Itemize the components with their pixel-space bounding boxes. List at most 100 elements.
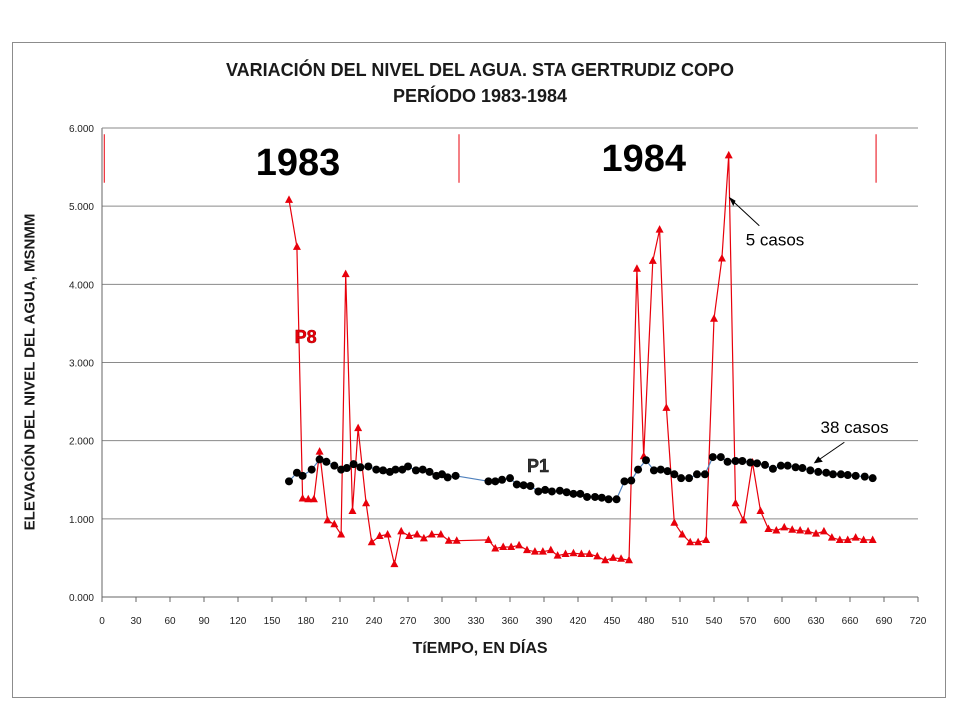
data-point-p8 (827, 533, 836, 541)
data-point-p8 (330, 519, 339, 528)
data-point-p1 (716, 453, 725, 462)
data-point-p8 (427, 529, 436, 538)
data-point-p1 (364, 462, 373, 471)
y-tick-label: 1.000 (69, 515, 94, 526)
data-point-p1 (627, 476, 636, 485)
data-point-p1 (798, 464, 807, 473)
x-tick-label: 390 (536, 616, 553, 627)
data-point-p1 (783, 461, 792, 470)
data-point-p8 (702, 535, 711, 543)
data-point-p8 (710, 314, 718, 322)
year-label: 1983 (256, 142, 341, 184)
data-point-p8 (617, 554, 626, 562)
data-point-p8 (507, 542, 516, 550)
y-tick-label: 6.000 (69, 124, 94, 135)
x-tick-label: 240 (366, 616, 383, 627)
data-point-p8 (835, 535, 844, 543)
chart-title: VARIACIÓN DEL NIVEL DEL AGUA. STA GERTRU… (225, 60, 735, 80)
data-point-p1 (307, 465, 316, 474)
y-tick-label: 5.000 (69, 202, 94, 213)
year-label: 1984 (601, 138, 686, 180)
x-tick-label: 120 (230, 616, 247, 627)
data-point-p1 (700, 470, 709, 479)
data-point-p8 (362, 498, 371, 507)
data-point-p1 (851, 471, 860, 480)
chart-subtitle: PERÍODO 1983-1984 (392, 86, 568, 106)
data-point-p1 (761, 460, 769, 469)
data-point-p8 (405, 531, 414, 540)
x-tick-label: 180 (298, 616, 315, 627)
data-point-p1 (425, 467, 434, 476)
annotation-5-casos: 5 casos (746, 230, 805, 249)
data-point-p1 (843, 471, 852, 480)
x-tick-label: 480 (638, 616, 655, 627)
data-point-p8 (717, 254, 726, 262)
data-point-p1 (620, 477, 629, 486)
data-point-p8 (819, 526, 828, 535)
data-point-p8 (843, 535, 852, 543)
data-point-p8 (538, 547, 547, 555)
data-point-p1 (298, 471, 307, 480)
y-tick-label: 2.000 (69, 437, 94, 448)
data-point-p8 (796, 526, 805, 534)
data-point-p1 (776, 461, 785, 470)
data-point-p8 (419, 533, 428, 542)
y-tick-label: 0.000 (69, 593, 94, 604)
data-point-p1 (677, 474, 686, 483)
annotation-arrowhead (728, 196, 736, 207)
x-tick-label: 330 (468, 616, 485, 627)
x-tick-label: 660 (842, 616, 859, 627)
data-point-p1 (506, 474, 514, 483)
data-point-p1 (330, 461, 339, 470)
x-tick-label: 540 (706, 616, 723, 627)
data-point-p1 (583, 492, 592, 501)
x-tick-label: 30 (130, 616, 142, 627)
data-point-p1 (708, 453, 717, 462)
data-point-p8 (444, 536, 453, 544)
data-point-p8 (632, 264, 641, 272)
data-point-p1 (418, 465, 427, 474)
data-point-p8 (577, 549, 586, 558)
data-point-p8 (530, 547, 539, 555)
data-point-p1 (555, 486, 564, 495)
x-tick-label: 90 (198, 616, 210, 627)
data-point-p8 (304, 494, 313, 503)
annotation-arrow (815, 441, 845, 463)
x-tick-label: 600 (774, 616, 791, 627)
data-point-p8 (609, 553, 618, 561)
data-point-p8 (561, 549, 570, 558)
data-point-p1 (806, 466, 815, 475)
x-tick-label: 720 (910, 616, 927, 627)
x-tick-label: 630 (808, 616, 825, 627)
data-point-p8 (323, 515, 332, 524)
data-point-p8 (375, 531, 384, 540)
x-tick-label: 570 (740, 616, 757, 627)
data-point-p1 (379, 466, 388, 475)
data-point-p8 (788, 525, 797, 533)
data-point-p8 (413, 529, 422, 538)
data-point-p8 (285, 195, 293, 203)
data-point-p1 (753, 459, 762, 468)
data-point-p1 (604, 495, 613, 504)
data-point-p8 (546, 545, 555, 554)
data-point-p1 (519, 481, 528, 490)
data-point-p1 (731, 456, 740, 465)
x-tick-label: 510 (672, 616, 689, 627)
data-point-p8 (499, 542, 508, 550)
data-point-p8 (670, 518, 679, 526)
data-point-p1 (491, 477, 500, 486)
data-point-p8 (593, 551, 602, 560)
y-tick-label: 3.000 (69, 359, 94, 370)
data-point-p8 (569, 548, 578, 557)
data-point-p8 (772, 526, 781, 534)
annotation-38-casos: 38 casos (821, 418, 889, 437)
data-point-p1 (285, 477, 293, 486)
data-point-p1 (829, 470, 837, 479)
data-point-p1 (814, 467, 823, 476)
x-tick-label: 210 (332, 616, 349, 627)
data-point-p8 (812, 529, 820, 537)
data-point-p1 (738, 456, 747, 465)
data-point-p8 (678, 529, 687, 538)
annotation-arrowhead (813, 456, 823, 464)
data-point-p1 (656, 465, 665, 474)
